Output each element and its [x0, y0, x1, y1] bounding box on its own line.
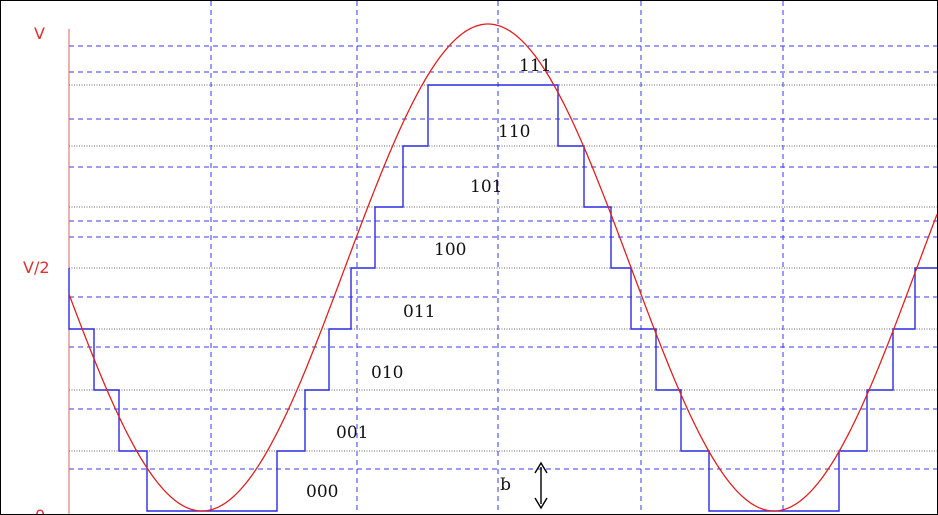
horizontal-dashed-grid-lines — [69, 45, 937, 470]
code-label-100: 100 — [434, 240, 466, 260]
code-label-010: 010 — [371, 363, 403, 383]
code-label-111: 111 — [519, 56, 551, 76]
quantization-level-lines — [69, 84, 937, 452]
v-top-label: V — [34, 24, 45, 43]
code-label-001: 001 — [336, 423, 368, 443]
quantum-double-arrow — [534, 461, 548, 510]
v-zero-label: 0 — [35, 506, 45, 514]
code-label-011: 011 — [403, 302, 435, 322]
code-label-110: 110 — [498, 122, 530, 142]
quantum-label: q — [500, 476, 511, 496]
binary-code-labels: 000 001 010 011 100 101 110 111 — [306, 56, 551, 502]
analog-sine-wave — [68, 23, 937, 512]
code-label-000: 000 — [306, 482, 338, 502]
vertical-grid-lines — [210, 1, 784, 514]
quantized-staircase — [68, 84, 937, 512]
code-label-101: 101 — [470, 177, 502, 197]
v-half-label: V/2 — [23, 258, 50, 277]
